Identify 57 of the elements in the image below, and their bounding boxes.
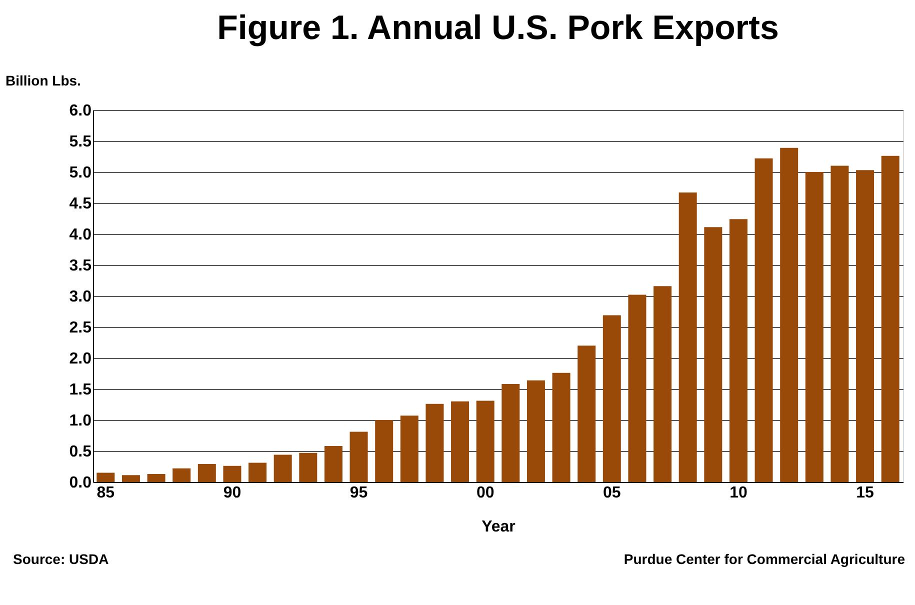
y-tick-label: 5.0 [69, 164, 92, 182]
bar [324, 446, 342, 482]
bar [299, 452, 318, 482]
y-tick-label: 1.5 [69, 382, 92, 398]
bar [451, 401, 470, 482]
bar [122, 475, 140, 482]
y-tick-label: 1.0 [69, 412, 92, 430]
bar [375, 420, 394, 482]
bar [678, 192, 697, 482]
bar [96, 472, 115, 482]
x-tick-label: 85 [96, 484, 115, 502]
bar [578, 346, 596, 482]
bar [780, 148, 798, 482]
y-tick-label: 3.0 [69, 288, 92, 306]
x-tick-label: 90 [223, 484, 242, 502]
y-tick-label: 3.5 [69, 258, 92, 274]
source-note: Source: USDA [13, 551, 109, 567]
bar [602, 315, 621, 482]
y-axis-title: Billion Lbs. [6, 72, 81, 88]
bar [147, 474, 166, 482]
x-tick-label: 00 [476, 484, 494, 502]
bar [400, 416, 418, 482]
y-tick-label: 0.0 [69, 474, 92, 492]
bar [856, 170, 874, 482]
bar [754, 158, 773, 482]
bar [654, 286, 672, 482]
bar [830, 166, 849, 482]
bar [729, 219, 748, 482]
y-tick-label: 4.0 [69, 226, 92, 244]
bar [274, 454, 292, 482]
x-tick-label: 15 [856, 484, 874, 502]
y-tick-label: 4.5 [69, 196, 92, 212]
bar [426, 404, 444, 482]
bar [350, 432, 368, 482]
y-tick-label: 2.0 [69, 350, 92, 368]
x-tick-label: 05 [603, 484, 621, 502]
bar [476, 400, 494, 482]
bar [502, 384, 520, 482]
bar [223, 466, 242, 482]
chart-title: Figure 1. Annual U.S. Pork Exports [217, 9, 779, 47]
x-axis-title: Year [482, 518, 516, 536]
bar [172, 468, 191, 482]
x-tick-label: 10 [730, 484, 748, 502]
bar [628, 294, 646, 482]
text: Purdue Center for Commercial Agriculture [624, 551, 906, 567]
y-tick-label: 6.0 [69, 102, 92, 120]
bar [805, 172, 824, 482]
y-tick-label: 2.5 [69, 320, 92, 336]
bar [198, 464, 216, 482]
bar [704, 227, 722, 482]
bar [248, 462, 267, 482]
x-tick-label: 95 [350, 484, 368, 502]
y-tick-label: 0.5 [69, 444, 92, 460]
y-tick-label: 5.5 [69, 134, 92, 150]
bar [526, 380, 545, 482]
bar [881, 156, 900, 482]
bar [552, 372, 570, 482]
